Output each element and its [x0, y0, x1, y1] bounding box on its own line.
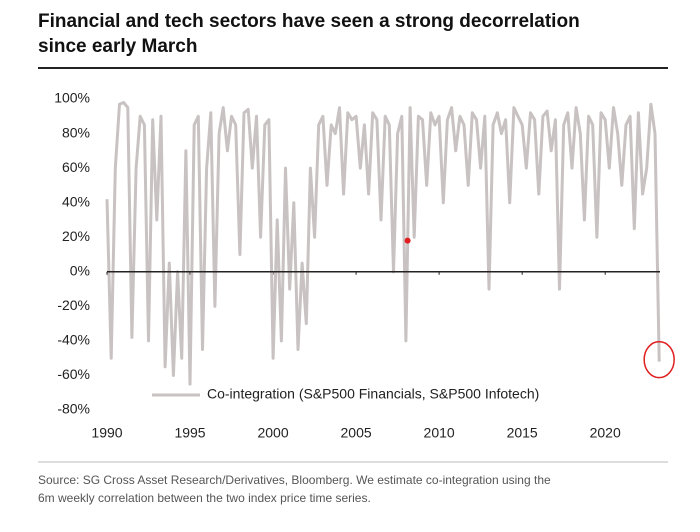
y-tick-label: -60%	[57, 366, 90, 382]
y-tick-label: 80%	[62, 124, 90, 140]
y-tick-label: 20%	[62, 228, 90, 244]
y-tick-label: 40%	[62, 193, 90, 209]
chart-title: Financial and tech sectors have seen a s…	[38, 11, 580, 32]
source: 6m weekly correlation between the two in…	[38, 491, 371, 505]
x-tick-label: 1990	[91, 425, 122, 441]
x-tick-label: 2000	[257, 425, 288, 441]
x-tick-label: 2020	[590, 425, 621, 441]
legend-label: Co-integration (S&P500 Financials, S&P50…	[207, 386, 539, 402]
x-tick-label: 1995	[174, 425, 205, 441]
chart-title: since early March	[38, 36, 197, 57]
y-tick-label: 60%	[62, 159, 90, 175]
series-line	[105, 101, 661, 386]
x-tick-label: 2005	[341, 425, 372, 441]
source: Source: SG Cross Asset Research/Derivati…	[38, 473, 551, 487]
x-tick-label: 2010	[424, 425, 455, 441]
y-tick-label: 0%	[70, 262, 90, 278]
y-tick-label: 100%	[54, 90, 90, 106]
y-tick-label: -40%	[57, 332, 90, 348]
end-circle	[643, 340, 675, 379]
x-tick-label: 2015	[507, 425, 538, 441]
y-tick-label: -80%	[57, 401, 90, 417]
highlight-point	[404, 237, 411, 244]
y-tick-label: -20%	[57, 297, 90, 313]
